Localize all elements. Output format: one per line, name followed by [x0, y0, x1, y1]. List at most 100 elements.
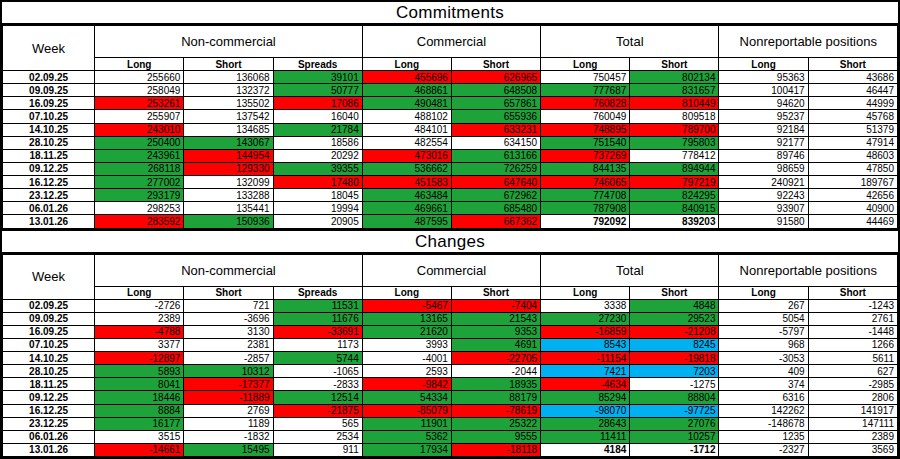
- value-cell: 726259: [451, 162, 540, 175]
- commitments-table: WeekNon-commercialCommercialTotalNonrepo…: [2, 25, 898, 229]
- table-row: 07.10.2525590713754216040488102655936760…: [3, 110, 898, 123]
- value-cell: -2857: [184, 352, 273, 365]
- value-cell: 451583: [362, 176, 451, 189]
- value-cell: 18446: [95, 391, 184, 404]
- value-cell: 409: [719, 365, 808, 378]
- sub-header-long-5: Long: [541, 286, 630, 299]
- value-cell: 5054: [719, 312, 808, 325]
- value-cell: -148678: [719, 417, 808, 430]
- value-cell: 100417: [719, 84, 808, 97]
- value-cell: 831657: [630, 84, 719, 97]
- value-cell: -7404: [451, 299, 540, 312]
- value-cell: 2769: [184, 404, 273, 417]
- group-header-commercial: Commercial: [362, 254, 540, 286]
- value-cell: 2381: [184, 338, 273, 351]
- value-cell: 1266: [808, 338, 897, 351]
- value-cell: 92184: [719, 123, 808, 136]
- value-cell: 627: [808, 365, 897, 378]
- value-cell: 8543: [541, 338, 630, 351]
- value-cell: 42656: [808, 189, 897, 202]
- value-cell: -4634: [541, 378, 630, 391]
- value-cell: 88804: [630, 391, 719, 404]
- value-cell: 840915: [630, 202, 719, 215]
- group-header-non-commercial: Non-commercial: [95, 26, 363, 58]
- value-cell: 144954: [184, 149, 273, 162]
- table-row: 18.11.2524396114495420292473016613166737…: [3, 149, 898, 162]
- value-cell: 18586: [273, 136, 362, 149]
- value-cell: 240921: [719, 176, 808, 189]
- sub-header-long-0: Long: [95, 286, 184, 299]
- value-cell: 98659: [719, 162, 808, 175]
- value-cell: 626965: [451, 71, 540, 84]
- value-cell: 43686: [808, 71, 897, 84]
- value-cell: -11154: [541, 352, 630, 365]
- value-cell: -19818: [630, 352, 719, 365]
- value-cell: 6316: [719, 391, 808, 404]
- value-cell: -9842: [362, 378, 451, 391]
- value-cell: 19994: [273, 202, 362, 215]
- value-cell: 11901: [362, 417, 451, 430]
- value-cell: 565: [273, 417, 362, 430]
- sub-header-long-3: Long: [362, 286, 451, 299]
- table-row: 09.09.252389-369611676131652154327230295…: [3, 312, 898, 325]
- value-cell: -18118: [451, 443, 540, 456]
- value-cell: 92177: [719, 136, 808, 149]
- value-cell: 672962: [451, 189, 540, 202]
- value-cell: 143067: [184, 136, 273, 149]
- value-cell: 2593: [362, 365, 451, 378]
- value-cell: 1189: [184, 417, 273, 430]
- value-cell: 88179: [451, 391, 540, 404]
- group-header-total: Total: [541, 254, 719, 286]
- value-cell: 27076: [630, 417, 719, 430]
- week-cell: 16.09.25: [3, 325, 95, 338]
- value-cell: 258049: [95, 84, 184, 97]
- sub-header-spreads-2: Spreads: [273, 58, 362, 71]
- value-cell: -22705: [451, 352, 540, 365]
- value-cell: 613166: [451, 149, 540, 162]
- group-header-non-commercial: Non-commercial: [95, 254, 363, 286]
- sub-header-short-6: Short: [630, 286, 719, 299]
- value-cell: 147111: [808, 417, 897, 430]
- value-cell: 268118: [95, 162, 184, 175]
- value-cell: 4848: [630, 299, 719, 312]
- value-cell: -4788: [95, 325, 184, 338]
- value-cell: 13165: [362, 312, 451, 325]
- value-cell: 133288: [184, 189, 273, 202]
- value-cell: 283592: [95, 215, 184, 228]
- table-row: 09.12.2518446-11889125145433488179852948…: [3, 391, 898, 404]
- value-cell: 4184: [541, 443, 630, 456]
- value-cell: -1832: [184, 430, 273, 443]
- value-cell: 844135: [541, 162, 630, 175]
- value-cell: -1448: [808, 325, 897, 338]
- value-cell: 141917: [808, 404, 897, 417]
- value-cell: 657861: [451, 97, 540, 110]
- value-cell: 11676: [273, 312, 362, 325]
- value-cell: 293179: [95, 189, 184, 202]
- value-cell: 40900: [808, 202, 897, 215]
- value-cell: 7421: [541, 365, 630, 378]
- value-cell: 797219: [630, 176, 719, 189]
- week-cell: 23.12.25: [3, 189, 95, 202]
- value-cell: 721: [184, 299, 273, 312]
- value-cell: 760828: [541, 97, 630, 110]
- value-cell: 8884: [95, 404, 184, 417]
- value-cell: 737269: [541, 149, 630, 162]
- value-cell: 12514: [273, 391, 362, 404]
- value-cell: 129330: [184, 162, 273, 175]
- value-cell: 89746: [719, 149, 808, 162]
- value-cell: -33691: [273, 325, 362, 338]
- value-cell: -12897: [95, 352, 184, 365]
- table-row: 28.10.25589310312-10652593-2044742172034…: [3, 365, 898, 378]
- value-cell: -2327: [719, 443, 808, 456]
- table-row: 16.09.2525326113550217086490481657861760…: [3, 97, 898, 110]
- table-row: 13.01.26-146611549591117934-181184184-17…: [3, 443, 898, 456]
- value-cell: 894944: [630, 162, 719, 175]
- value-cell: 810449: [630, 97, 719, 110]
- value-cell: 255907: [95, 110, 184, 123]
- value-cell: 795803: [630, 136, 719, 149]
- value-cell: 29523: [630, 312, 719, 325]
- value-cell: 8041: [95, 378, 184, 391]
- value-cell: 9555: [451, 430, 540, 443]
- value-cell: 10312: [184, 365, 273, 378]
- value-cell: 469661: [362, 202, 451, 215]
